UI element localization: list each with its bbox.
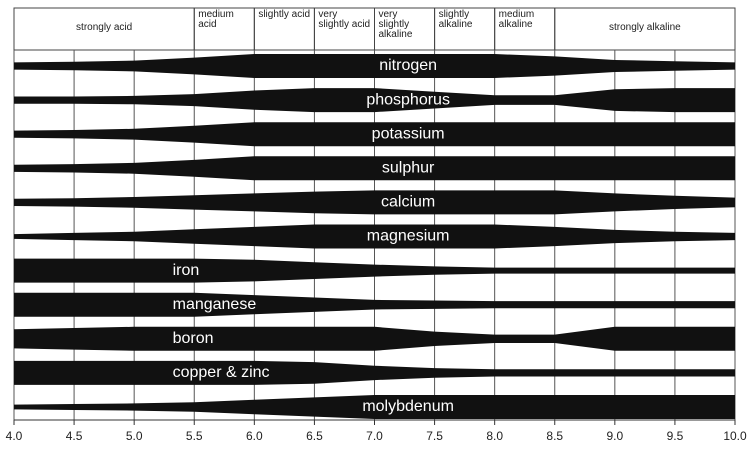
band-label: boron — [173, 330, 214, 347]
zone-label: very slightly alkaline — [378, 9, 413, 40]
x-tick-label: 8.5 — [546, 429, 563, 443]
zone — [554, 7, 736, 51]
band — [14, 360, 735, 385]
band — [14, 326, 735, 351]
band-label: phosphorus — [366, 91, 450, 108]
zone-label: slightly alkaline — [438, 9, 473, 30]
x-tick-label: 9.5 — [667, 429, 684, 443]
x-tick-label: 9.0 — [606, 429, 623, 443]
band — [14, 292, 735, 317]
band — [14, 395, 735, 419]
band-label: sulphur — [382, 160, 435, 177]
band-label: potassium — [372, 125, 445, 142]
x-tick-label: 8.0 — [486, 429, 503, 443]
x-tick-label: 5.0 — [126, 429, 143, 443]
band — [14, 54, 735, 78]
band — [14, 156, 735, 181]
zone-label: very slightly acid — [318, 9, 371, 30]
band-label: magnesium — [367, 228, 450, 245]
zone-label: strongly alkaline — [609, 22, 681, 33]
x-tick-label: 6.5 — [306, 429, 323, 443]
zone-label: strongly acid — [76, 22, 133, 33]
band — [14, 88, 735, 113]
x-tick-label: 4.0 — [6, 429, 23, 443]
zone-label: medium acid — [198, 9, 234, 30]
x-tick-label: 6.0 — [246, 429, 263, 443]
band-label: molybdenum — [362, 398, 454, 415]
x-tick-label: 4.5 — [66, 429, 83, 443]
x-tick-label: 10.0 — [723, 429, 747, 443]
band — [14, 122, 735, 147]
band — [14, 258, 735, 283]
x-tick-label: 7.0 — [366, 429, 383, 443]
x-tick-label: 7.5 — [426, 429, 443, 443]
zone-label: slightly acid — [258, 9, 311, 20]
zone-label: medium alkaline — [498, 9, 535, 30]
band-label: manganese — [173, 296, 257, 313]
band-label: calcium — [381, 194, 435, 211]
band-label: copper & zinc — [173, 364, 270, 381]
band-label: nitrogen — [379, 57, 437, 74]
band-label: iron — [173, 262, 200, 279]
x-tick-label: 5.5 — [186, 429, 203, 443]
band — [14, 190, 735, 215]
band — [14, 224, 735, 249]
